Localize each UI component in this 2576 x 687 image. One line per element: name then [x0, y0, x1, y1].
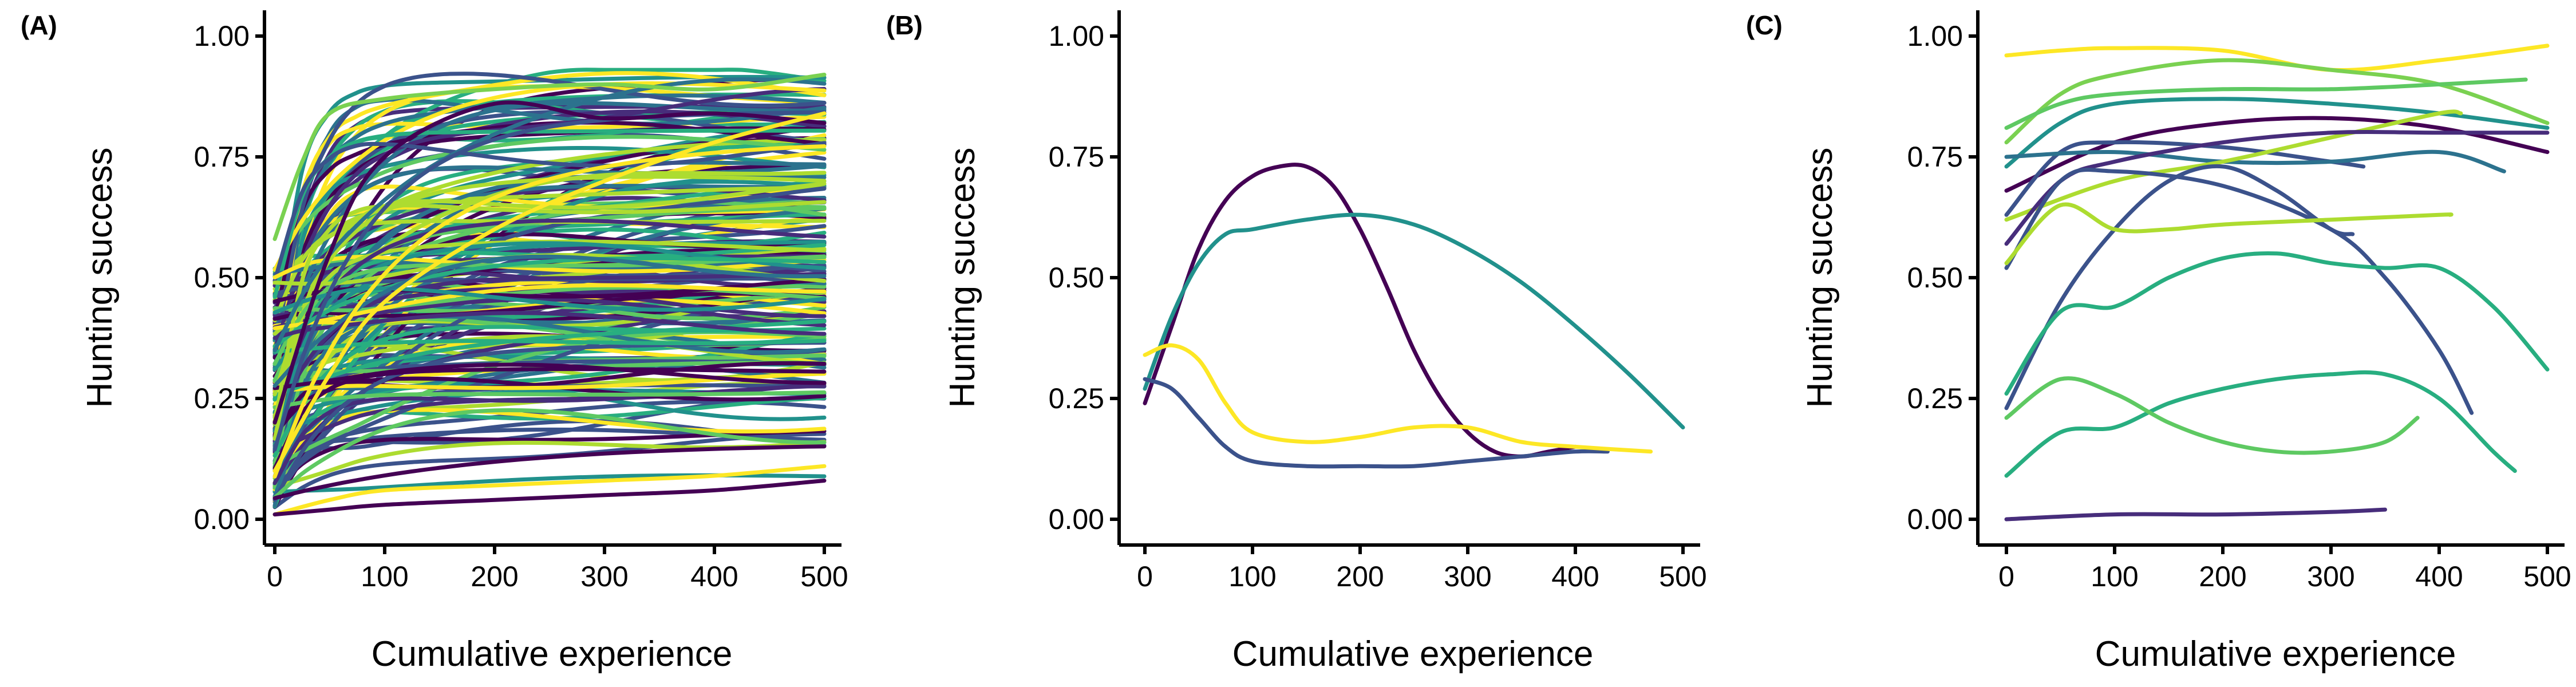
panel-a-bundle-curve-146 — [272, 81, 827, 272]
panel-b-series-line-1 — [1143, 212, 1685, 430]
panel-a-bundle-curve-148 — [272, 314, 827, 508]
panel-b-series-line-3 — [1143, 343, 1653, 454]
panel-a-y-tick-label-0: 0.00 — [194, 503, 250, 535]
panel-a-x-tick-label-1: 100 — [361, 560, 408, 593]
panel-a-bundle-curve-138 — [272, 72, 827, 354]
panel-a-bundle-curve-143 — [272, 86, 827, 354]
panel-c-series-line-14 — [2004, 376, 2420, 455]
panel-a-bundle-curve-130 — [272, 135, 827, 272]
panel-c-x-tick-label-3: 300 — [2307, 560, 2354, 593]
panel-b-label: (B) — [886, 10, 923, 40]
panel-c-series-line-2 — [2004, 77, 2528, 130]
panel-a-bundle-curve-95 — [272, 408, 827, 492]
panel-b-y-axis-title: Hunting success — [943, 148, 982, 408]
panel-b-x-tick-label-1: 100 — [1228, 560, 1276, 593]
panel-a-bundle-curve-145 — [272, 325, 827, 458]
panel-a-series-line-2 — [272, 73, 827, 241]
panel-c: 0.00 0.25 0.50 0.75 1.00 0 100 200 300 400 500 Cumu… — [1746, 10, 2571, 674]
panel-c-series-line-12 — [2004, 251, 2550, 396]
panel-c-y-tick-label-2: 0.50 — [1907, 262, 1963, 294]
panel-a-y-tick-label-3: 0.75 — [194, 141, 250, 173]
panel-c-series-line-7 — [2004, 109, 2463, 222]
panel-c-series-line-9 — [2004, 168, 2474, 415]
panel-c-x-tick-label-0: 0 — [1998, 560, 2014, 593]
panel-c-label: (C) — [1746, 10, 1783, 40]
panel-c-y-tick-label-0: 0.00 — [1907, 503, 1963, 535]
panel-c-series-line-15 — [2004, 507, 2387, 522]
panel-a-bundle-curve-181 — [272, 283, 827, 330]
panel-c-x-tick-label-4: 400 — [2415, 560, 2463, 593]
panel-a-bundle-curve-164 — [272, 297, 827, 330]
panel-a-y-tick-label-2: 0.50 — [194, 262, 250, 294]
series-group — [1143, 163, 1685, 469]
panel-a-bundle-curve-133 — [272, 120, 827, 321]
panel-a-label: (A) — [21, 10, 57, 40]
panel-a-x-axis-title: Cumulative experience — [372, 634, 733, 674]
panel-b-series-line-2 — [1143, 377, 1610, 469]
panel-a-series-line-4 — [272, 111, 827, 473]
panel-a-bundle-curve-163 — [272, 218, 827, 426]
panel-a-bundle-curve-167 — [272, 390, 827, 409]
panel-a-bundle-curve-187 — [272, 77, 827, 353]
panel-a-bundle-curve-72 — [272, 429, 827, 493]
panel-b-y-tick-label-2: 0.50 — [1049, 262, 1104, 294]
panel-c-series-line-10 — [2004, 164, 2355, 410]
panel-a-bundle-curve-149 — [272, 384, 827, 485]
panel-a-series-line-1 — [272, 479, 827, 517]
panel-a-bundle-curve-178 — [272, 408, 827, 500]
panel-a-x-tick-label-2: 200 — [471, 560, 518, 593]
panel-b-series-line-0 — [1143, 163, 1578, 459]
series-group — [2004, 44, 2550, 522]
panel-b: 0.00 0.25 0.50 0.75 1.00 0 100 200 300 400 500 Cumu… — [886, 10, 1707, 674]
panel-c-x-tick-label-2: 200 — [2199, 560, 2246, 593]
panel-a-x-tick-label-4: 400 — [690, 560, 738, 593]
panel-a-y-tick-label-4: 1.00 — [194, 20, 250, 52]
panel-c-x-tick-label-5: 500 — [2523, 560, 2571, 593]
panel-a-bundle-curve-179 — [272, 367, 827, 471]
panel-a-x-tick-label-3: 300 — [580, 560, 628, 593]
panel-a-bundle-curve-184 — [272, 286, 827, 315]
panel-b-x-tick-label-0: 0 — [1137, 560, 1153, 593]
panel-a-x-tick-label-5: 500 — [800, 560, 848, 593]
panel-a-bundle-curve-158 — [272, 141, 827, 283]
panel-c-series-line-0 — [2004, 44, 2550, 72]
panel-b-y-tick-label-1: 0.25 — [1049, 382, 1104, 414]
panel-c-y-tick-label-3: 0.75 — [1907, 141, 1963, 173]
panel-a: 0.00 0.25 0.50 0.75 1.00 0 100 200 300 400 500 Cumu… — [21, 10, 848, 674]
panel-a-bundle-curve-189 — [272, 444, 827, 500]
panel-a-bundle-curve-172 — [272, 338, 827, 354]
panel-c-x-tick-label-1: 100 — [2091, 560, 2138, 593]
panel-a-x-tick-label-0: 0 — [267, 560, 283, 593]
panel-b-x-tick-label-3: 300 — [1444, 560, 1491, 593]
panel-b-y-tick-label-4: 1.00 — [1049, 20, 1104, 52]
panel-c-y-axis-title: Hunting success — [1800, 148, 1840, 408]
panel-a-series-line-3 — [272, 100, 827, 425]
panel-c-series-line-6 — [2004, 149, 2506, 173]
panel-b-x-tick-label-2: 200 — [1336, 560, 1384, 593]
panel-b-y-tick-label-3: 0.75 — [1049, 141, 1104, 173]
panel-a-y-tick-label-1: 0.25 — [194, 382, 250, 414]
panel-a-y-axis-title: Hunting success — [80, 148, 120, 408]
panel-b-y-tick-label-0: 0.00 — [1049, 503, 1104, 535]
panel-c-series-line-11 — [2004, 202, 2453, 266]
panel-c-y-tick-label-1: 0.25 — [1907, 382, 1963, 414]
panel-c-y-tick-label-4: 1.00 — [1907, 20, 1963, 52]
panel-a-series-line-0 — [272, 464, 827, 517]
panel-a-bundle-curve-89 — [272, 181, 827, 458]
panel-c-series-line-13 — [2004, 370, 2517, 478]
panel-b-x-axis-title: Cumulative experience — [1232, 634, 1594, 674]
panel-a-bundle-curve-176 — [272, 181, 827, 441]
panel-b-x-tick-label-4: 400 — [1551, 560, 1599, 593]
panel-a-bundle-curve-171 — [272, 285, 827, 313]
series-group — [272, 68, 827, 517]
panel-a-bundle-curve-154 — [272, 128, 827, 299]
panel-c-series-line-4 — [2004, 116, 2550, 193]
panel-c-x-axis-title: Cumulative experience — [2095, 634, 2456, 674]
panel-a-bundle-curve-101 — [272, 184, 827, 325]
panel-a-bundle-curve-170 — [272, 175, 827, 397]
panel-b-x-tick-label-5: 500 — [1659, 560, 1706, 593]
panel-a-bundle-curve-186 — [272, 144, 827, 479]
panel-a-bundle-curve-165 — [272, 319, 827, 398]
